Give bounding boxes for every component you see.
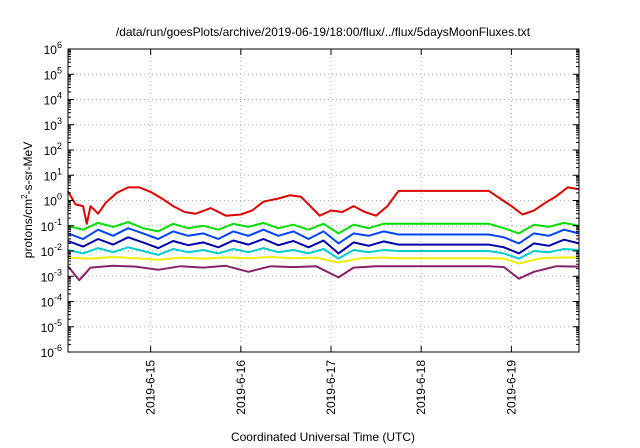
y-tick-label: 102 bbox=[44, 141, 62, 158]
plot-area: 10-6 10-5 10-4 10-3 10-2 10-1 100 101 102 103 104 1… bbox=[41, 40, 580, 415]
series-lines bbox=[67, 186, 580, 282]
y-tick-label: 10-1 bbox=[41, 217, 62, 234]
y-tick-label: 104 bbox=[44, 91, 62, 108]
series-line-6 bbox=[67, 256, 580, 265]
x-tick-label: 2019-6-18 bbox=[414, 360, 428, 415]
x-axis-label: Coordinated Universal Time (UTC) bbox=[231, 430, 415, 444]
x-tick-label: 2019-6-16 bbox=[234, 360, 248, 415]
x-tick-label: 2019-6-15 bbox=[144, 360, 158, 415]
y-tick-label: 103 bbox=[44, 116, 62, 133]
y-tick-label: 10-4 bbox=[41, 293, 62, 310]
series-line-3 bbox=[67, 227, 580, 245]
series-line-1 bbox=[67, 186, 580, 225]
x-axis: 2019-6-15 2019-6-16 2019-6-17 2019-6-18 2019… bbox=[144, 49, 518, 415]
y-tick-label: 100 bbox=[44, 192, 62, 209]
y-tick-label: 106 bbox=[44, 40, 62, 57]
y-axis-label: protons/cm2-s-sr-MeV bbox=[20, 142, 35, 258]
x-tick-label: 2019-6-17 bbox=[324, 360, 338, 415]
y-tick-label: 10-3 bbox=[41, 267, 62, 284]
y-tick-label: 101 bbox=[44, 166, 62, 183]
y-tick-label: 105 bbox=[44, 65, 62, 82]
y-axis-label-rest: -s-sr-MeV bbox=[21, 142, 35, 195]
y-axis: 10-6 10-5 10-4 10-3 10-2 10-1 100 101 102 103 104 1… bbox=[41, 40, 579, 360]
y-tick-label: 10-6 bbox=[41, 343, 62, 360]
chart-title: /data/run/goesPlots/archive/2019-06-19/1… bbox=[116, 25, 531, 39]
series-line-7 bbox=[67, 264, 580, 282]
y-tick-label: 10-5 bbox=[41, 318, 62, 335]
x-tick-label: 2019-6-19 bbox=[504, 360, 518, 415]
y-axis-label-base: protons/cm bbox=[21, 199, 35, 258]
series-line-2 bbox=[67, 221, 580, 235]
series-line-4 bbox=[67, 236, 580, 255]
plot-background bbox=[68, 49, 579, 352]
y-axis-label-sup: 2 bbox=[20, 194, 29, 199]
series-line-5 bbox=[67, 246, 580, 260]
grid-lines bbox=[68, 49, 579, 352]
y-tick-label: 10-2 bbox=[41, 242, 62, 259]
